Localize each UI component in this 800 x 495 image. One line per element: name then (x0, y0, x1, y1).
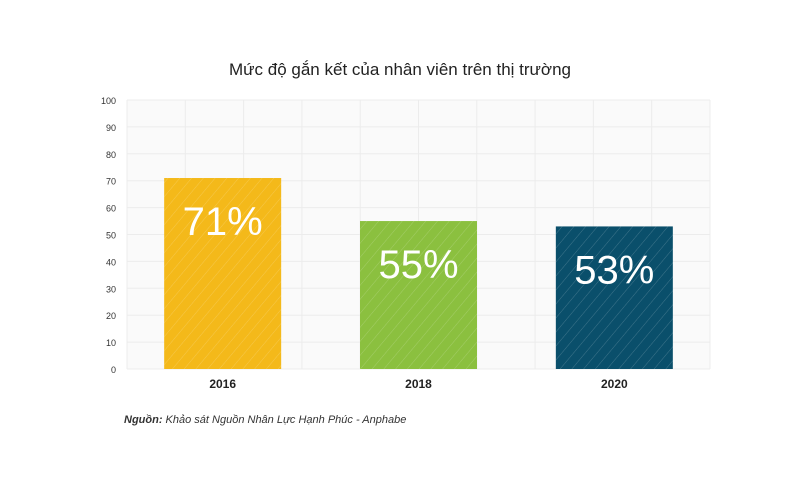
y-tick-label: 50 (106, 231, 116, 241)
data-label: 53% (574, 248, 654, 292)
data-label: 55% (378, 243, 458, 287)
source-note: Nguồn: Khảo sát Nguồn Nhân Lực Hạnh Phúc… (124, 414, 406, 426)
data-label: 71% (183, 200, 263, 244)
bar-hatch (360, 221, 477, 369)
chart-title: Mức độ gắn kết của nhân viên trên thị tr… (229, 60, 571, 79)
y-tick-label: 10 (106, 338, 116, 348)
y-tick-label: 60 (106, 204, 116, 214)
y-tick-label: 90 (106, 123, 116, 133)
x-tick-label: 2018 (405, 377, 432, 391)
x-tick-label: 2016 (209, 377, 236, 391)
y-tick-label: 80 (106, 150, 116, 160)
source-label: Nguồn: (124, 414, 163, 426)
y-tick-label: 30 (106, 284, 116, 294)
y-tick-label: 100 (101, 96, 116, 106)
y-tick-label: 40 (106, 257, 116, 267)
x-tick-label: 2020 (601, 377, 628, 391)
bar-hatch (164, 178, 282, 369)
source-text: Khảo sát Nguồn Nhân Lực Hạnh Phúc - Anph… (165, 414, 407, 426)
bar-hatch (555, 226, 673, 369)
y-tick-label: 70 (106, 177, 116, 187)
y-tick-label: 20 (106, 311, 116, 321)
y-tick-label: 0 (111, 365, 116, 375)
